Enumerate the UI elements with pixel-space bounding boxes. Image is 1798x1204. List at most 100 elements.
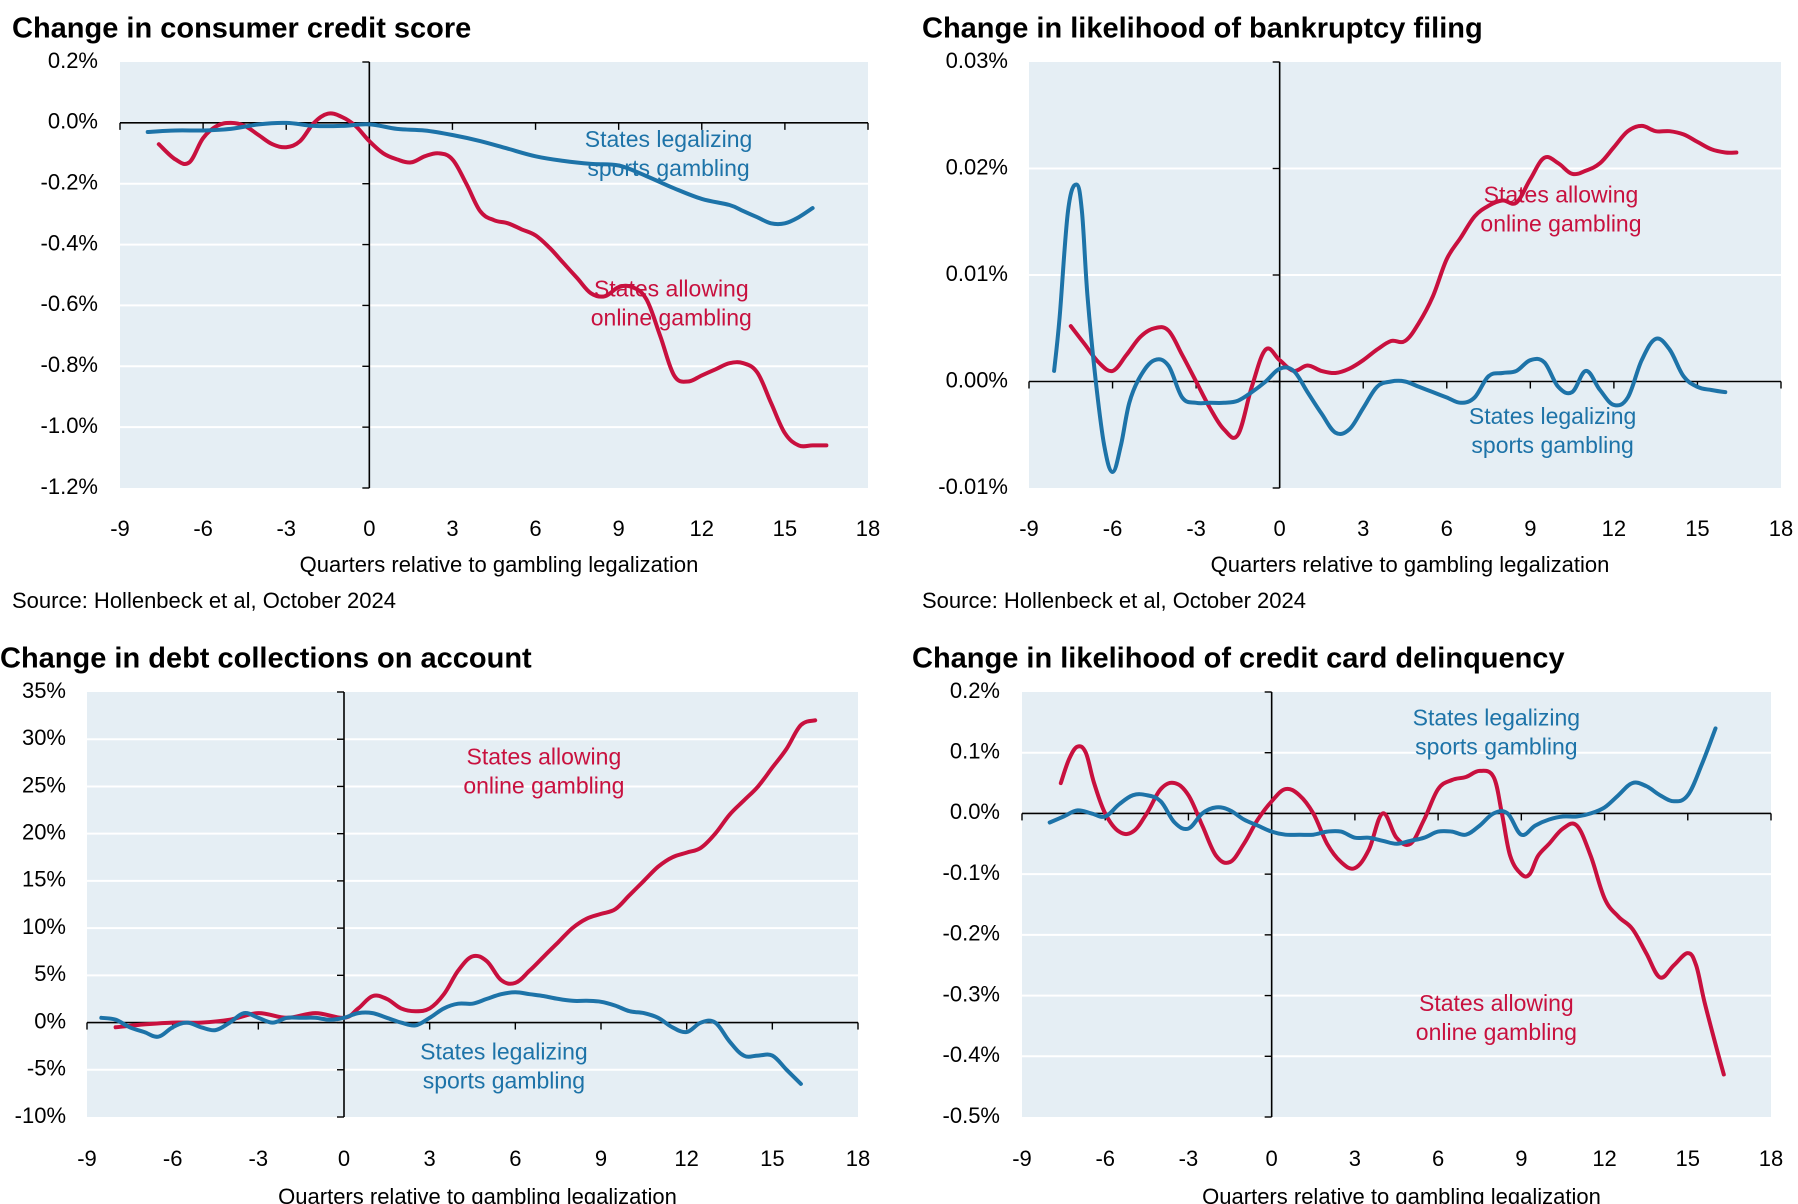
y-tick-label: 0.02%: [946, 154, 1008, 179]
y-tick-label: 0.0%: [950, 799, 1000, 824]
x-tick-label: 12: [1602, 516, 1626, 541]
y-tick-label: 0.0%: [48, 109, 98, 134]
series-annotation-online: States allowing online gambling: [1416, 990, 1577, 1045]
x-axis-label: Quarters relative to gambling legalizati…: [1211, 552, 1610, 577]
x-tick-label: -6: [1103, 516, 1123, 541]
y-tick-label: 0%: [34, 1008, 66, 1033]
x-tick-label: 6: [529, 516, 541, 541]
x-tick-label: -9: [1012, 1146, 1032, 1171]
series-annotation-online: States allowing online gambling: [463, 744, 624, 799]
x-tick-label: 6: [1441, 516, 1453, 541]
plot-area: [1022, 692, 1771, 1117]
y-tick-label: 10%: [22, 914, 66, 939]
y-tick-label: 5%: [34, 961, 66, 986]
y-tick-label: 35%: [22, 678, 66, 703]
x-axis-label: Quarters relative to gambling legalizati…: [1202, 1184, 1601, 1204]
y-tick-label: -0.2%: [943, 921, 1000, 946]
x-tick-label: 12: [674, 1146, 698, 1171]
series-line-online: [113, 718, 818, 1030]
chart-title: Change in likelihood of credit card deli…: [912, 643, 1565, 675]
chart-credit-card-delinquency: Change in likelihood of credit card deli…: [912, 643, 1783, 1204]
y-tick-label: 25%: [22, 772, 66, 797]
x-tick-label: 12: [1592, 1146, 1616, 1171]
x-tick-label: 6: [1432, 1146, 1444, 1171]
x-tick-label: 3: [446, 516, 458, 541]
x-tick-label: 15: [773, 516, 797, 541]
x-tick-label: 15: [1676, 1146, 1700, 1171]
x-tick-label: -3: [249, 1146, 269, 1171]
y-tick-label: -0.4%: [41, 230, 98, 255]
x-tick-label: 3: [1349, 1146, 1361, 1171]
series-annotation-sports: States legalizing sports gambling: [1469, 403, 1637, 458]
x-tick-label: 15: [760, 1146, 784, 1171]
chart-title: Change in debt collections on account: [0, 643, 532, 675]
y-tick-label: 0.1%: [950, 739, 1000, 764]
y-tick-label: -0.1%: [943, 860, 1000, 885]
x-tick-label: 9: [613, 516, 625, 541]
y-tick-label: 0.01%: [946, 261, 1008, 286]
series-line-online: [156, 111, 829, 449]
series-line-sports: [1052, 182, 1728, 474]
x-tick-label: 0: [338, 1146, 350, 1171]
x-tick-label: 18: [846, 1146, 870, 1171]
y-tick-label: 15%: [22, 867, 66, 892]
x-tick-label: 9: [1515, 1146, 1527, 1171]
x-tick-label: 18: [1759, 1146, 1783, 1171]
series-annotation-sports: States legalizing sports gambling: [420, 1038, 588, 1093]
y-tick-label: 0.00%: [946, 367, 1008, 392]
y-tick-label: -0.5%: [943, 1103, 1000, 1128]
x-tick-label: -3: [276, 516, 296, 541]
x-tick-label: 12: [690, 516, 714, 541]
series-line-sports: [99, 990, 803, 1086]
y-tick-label: -0.8%: [41, 352, 98, 377]
series-annotation-sports: States legalizing sports gambling: [585, 126, 753, 181]
x-tick-label: -9: [1019, 516, 1039, 541]
y-tick-label: 0.2%: [48, 48, 98, 73]
x-tick-label: 9: [1524, 516, 1536, 541]
plot-area: [120, 62, 868, 488]
x-tick-label: 3: [424, 1146, 436, 1171]
x-tick-label: 18: [856, 516, 880, 541]
y-tick-label: -0.4%: [943, 1042, 1000, 1067]
x-tick-label: -6: [163, 1146, 183, 1171]
x-tick-label: 3: [1357, 516, 1369, 541]
x-tick-label: -3: [1179, 1146, 1199, 1171]
y-tick-label: 30%: [22, 725, 66, 750]
series-annotation-sports: States legalizing sports gambling: [1413, 704, 1581, 759]
chart-debt-collections: Change in debt collections on account -10…: [0, 643, 870, 1204]
chart-title: Change in likelihood of bankruptcy filin…: [922, 13, 1483, 45]
x-tick-label: -3: [1186, 516, 1206, 541]
x-tick-label: -9: [77, 1146, 97, 1171]
x-axis-label: Quarters relative to gambling legalizati…: [300, 552, 699, 577]
y-tick-label: -0.6%: [41, 291, 98, 316]
x-tick-label: 0: [363, 516, 375, 541]
y-tick-label: -5%: [27, 1056, 66, 1081]
y-tick-label: -0.01%: [938, 474, 1008, 499]
plot-area: [87, 692, 858, 1117]
chart-credit-score: Change in consumer credit score -1.2% -1.0…: [12, 13, 880, 613]
y-tick-label: -1.2%: [41, 474, 98, 499]
x-tick-label: 18: [1769, 516, 1793, 541]
source-note: Source: Hollenbeck et al, October 2024: [922, 588, 1306, 613]
chart-bankruptcy: Change in likelihood of bankruptcy filin…: [922, 13, 1793, 613]
y-tick-label: 0.2%: [950, 678, 1000, 703]
y-tick-label: -0.3%: [943, 981, 1000, 1006]
series-line-sports: [1047, 726, 1718, 846]
series-line-online: [1068, 123, 1739, 440]
y-tick-label: 0.03%: [946, 48, 1008, 73]
x-axis-label: Quarters relative to gambling legalizati…: [278, 1184, 677, 1204]
series-line-sports: [145, 120, 815, 227]
series-annotation-online: States allowing online gambling: [591, 275, 752, 330]
x-tick-label: 0: [1274, 516, 1286, 541]
x-tick-label: -6: [193, 516, 213, 541]
x-tick-label: -9: [110, 516, 130, 541]
x-tick-label: -6: [1095, 1146, 1115, 1171]
y-tick-label: 20%: [22, 819, 66, 844]
x-tick-label: 6: [509, 1146, 521, 1171]
y-tick-label: -1.0%: [41, 413, 98, 438]
chart-title: Change in consumer credit score: [12, 13, 471, 45]
series-annotation-online: States allowing online gambling: [1480, 182, 1641, 237]
x-tick-label: 15: [1685, 516, 1709, 541]
y-tick-label: -10%: [15, 1103, 66, 1128]
